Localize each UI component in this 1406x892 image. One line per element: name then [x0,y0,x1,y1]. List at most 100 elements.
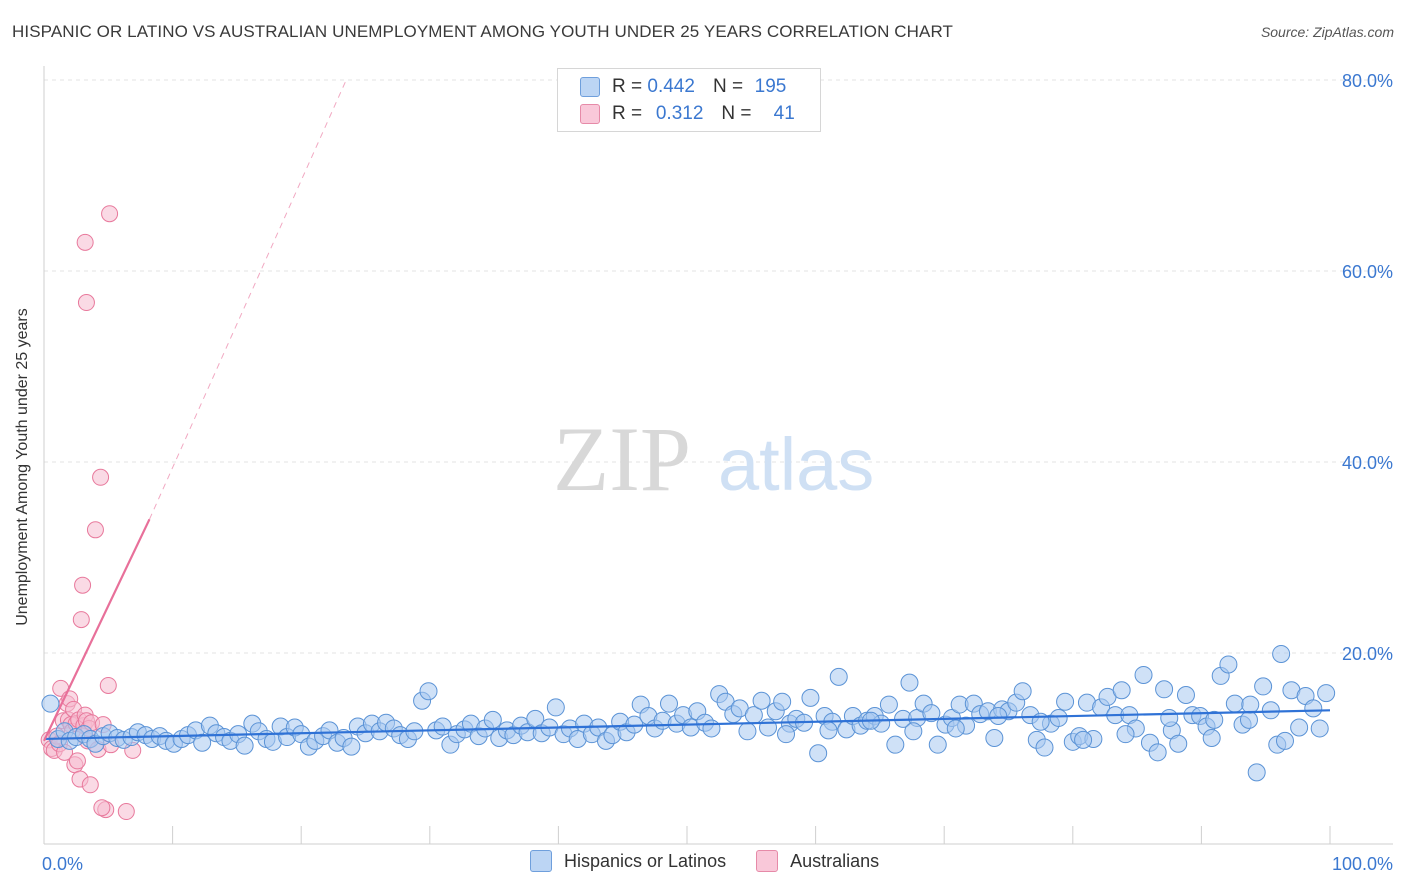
hispanics-point [1272,644,1291,663]
hispanics-point [900,673,919,692]
australians-point [76,233,94,251]
hispanics-point [1035,738,1054,757]
hispanics-point [1219,655,1238,674]
swatch-pink [580,104,600,124]
y-tick-label: 60.0% [1342,262,1393,282]
hispanics-point [1155,680,1174,699]
australians-point [77,294,95,312]
hispanics-point [985,728,1004,747]
australians-point [68,752,86,770]
hispanics-point [419,682,438,701]
hispanics-point [1310,719,1329,738]
hispanics-trend-line [43,709,1331,741]
hispanics-point [738,722,757,741]
r-label: R = [612,76,643,97]
hispanics-point [1247,763,1266,782]
australians-trend-line [43,518,151,742]
trend-layer [43,79,1331,742]
hispanics-point [1304,699,1323,718]
australians-trend-extension [148,79,347,520]
hispanics-point [1205,710,1224,729]
hispanics-point [1317,684,1336,703]
r-label: R = [612,103,643,124]
hispanics-point [659,694,678,713]
n-value: 195 [754,76,787,97]
hispanics-point [879,695,898,714]
y-tick-label: 20.0% [1342,644,1393,664]
legend-swatch-pink [756,850,779,872]
legend-swatch-blue [530,850,552,872]
r-value: 0.312 [655,103,704,124]
hispanics-point [1013,682,1032,701]
y-axis-label: Unemployment Among Youth under 25 years [14,308,31,626]
hispanics-point [1116,725,1135,744]
australians-point [74,576,92,594]
y-tick-label: 80.0% [1342,71,1393,91]
hispanics-point [1148,743,1167,762]
hispanics-point [1241,695,1260,714]
hispanics-point [904,722,923,741]
hispanics-points [41,644,1336,782]
chart-source: Source: ZipAtlas.com [1260,24,1394,40]
legend: Hispanics or Latinos Australians [530,850,909,872]
hispanics-point [928,735,947,754]
hispanics-point [546,698,565,717]
grid-layer [44,79,1393,654]
legend-item-australians[interactable]: Australians [756,850,879,872]
hispanics-point [752,691,771,710]
hispanics-point [829,667,848,686]
hispanics-point [809,744,828,763]
stats-row-australians: R = 0.312 N = 41 [580,100,795,128]
tick-labels: 80.0% 60.0% 40.0% 20.0% 0.0% 100.0% [42,71,1393,874]
hispanics-point [777,725,796,744]
hispanics-point [1254,677,1273,696]
chart-title: HISPANIC OR LATINO VS AUSTRALIAN UNEMPLO… [12,22,954,41]
legend-label: Hispanics or Latinos [564,850,727,871]
australians-point [93,799,111,817]
x-tick-label: 0.0% [42,854,83,874]
hispanics-point [922,704,941,723]
hispanics-point [1290,718,1309,737]
hispanics-point [946,719,965,738]
australians-points [40,205,142,821]
hispanics-point [1049,708,1068,727]
watermark-atlas: atlas [718,423,874,506]
x-tick-label: 100.0% [1332,854,1393,874]
watermark-zip: ZIP [553,408,691,510]
hispanics-point [1275,731,1294,750]
hispanics-point [1169,734,1188,753]
hispanics-point [1239,710,1258,729]
hispanics-point [1261,701,1280,720]
hispanics-point [1225,694,1244,713]
hispanics-point [1056,692,1075,711]
axis-layer [43,66,1393,845]
r-value: 0.442 [647,76,695,97]
hispanics-point [342,737,361,756]
australians-point [72,611,90,629]
n-label: N = [712,76,744,97]
legend-item-hispanics[interactable]: Hispanics or Latinos [530,850,726,872]
n-value: 41 [773,103,795,124]
swatch-blue [580,77,600,97]
hispanics-point [1160,708,1179,727]
hispanics-point [801,688,820,707]
hispanics-point [235,736,254,755]
hispanics-point [819,721,838,740]
australians-point [86,521,104,539]
hispanics-point [773,692,792,711]
hispanics-point [483,710,502,729]
hispanics-point [989,707,1008,726]
australians-point [92,468,110,486]
australians-point [81,776,99,794]
stats-box: R = 0.442 N = 195 R = 0.312 N = 41 [557,68,821,132]
hispanics-point [1074,730,1093,749]
hispanics-point [759,718,778,737]
hispanics-point [1202,728,1221,747]
australians-point [99,676,117,694]
hispanics-point [193,733,212,752]
hispanics-point [1112,681,1131,700]
australians-point [117,803,135,821]
hispanics-point [886,735,905,754]
n-label: N = [721,103,752,124]
